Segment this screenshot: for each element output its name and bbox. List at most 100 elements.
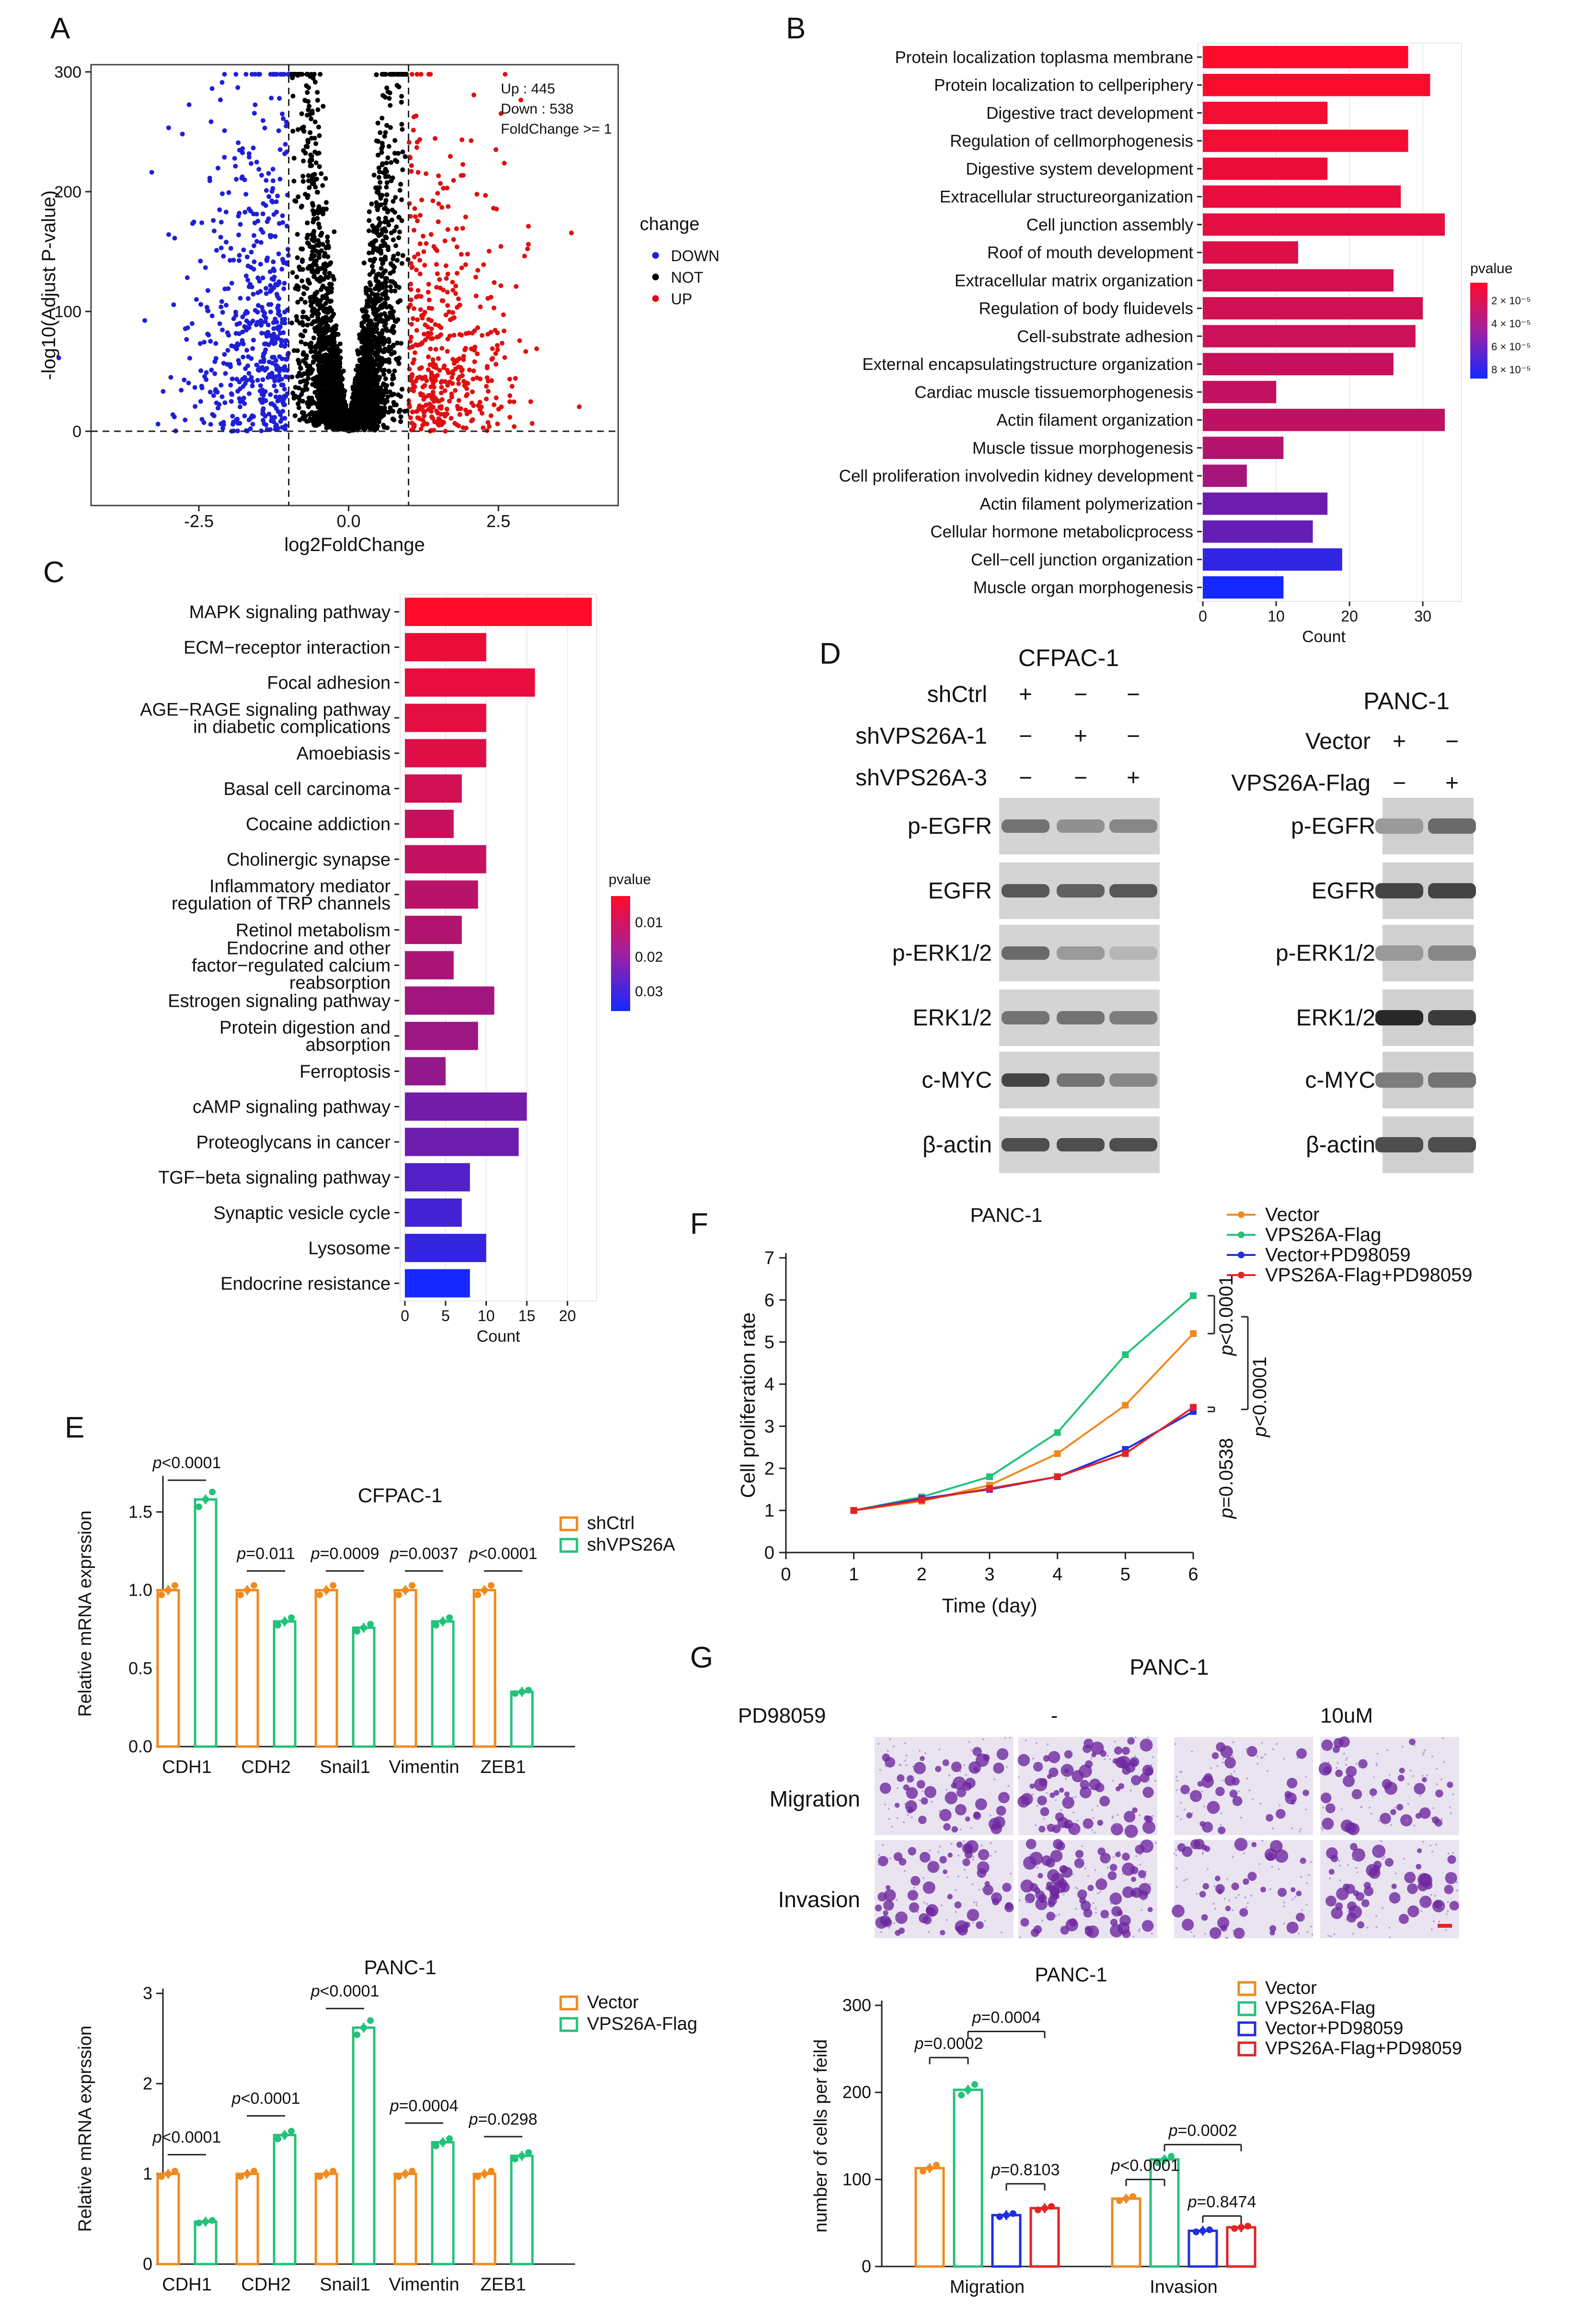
volcano-point — [312, 80, 318, 85]
volcano-point — [399, 100, 404, 105]
volcano-point — [304, 419, 310, 424]
volcano-point — [292, 198, 298, 203]
volcano-point — [315, 98, 320, 103]
volcano-point — [396, 361, 402, 366]
volcano-point — [397, 408, 403, 413]
volcano-point — [329, 289, 334, 294]
volcano-point — [366, 348, 371, 354]
volcano-point — [376, 216, 381, 221]
volcano-point — [300, 314, 305, 320]
volcano-point — [329, 282, 334, 287]
volcano-point — [299, 339, 304, 345]
volcano-point — [383, 234, 388, 240]
volcano-point — [321, 365, 326, 370]
volcano-point — [297, 265, 302, 270]
volcano-point — [386, 144, 392, 149]
volcano-point — [384, 180, 390, 185]
volcano-point — [367, 218, 372, 223]
volcano-point — [408, 334, 414, 340]
volcano-point — [400, 253, 405, 258]
volcano-point — [389, 160, 393, 165]
volcano-point — [371, 259, 376, 264]
volcano-point — [323, 294, 328, 299]
volcano-point — [366, 250, 371, 255]
volcano-point — [391, 256, 396, 262]
volcano-point — [312, 326, 317, 331]
volcano-point — [388, 310, 393, 315]
volcano-point — [295, 127, 300, 132]
volcano-point — [389, 305, 394, 311]
volcano-point — [290, 93, 296, 99]
volcano-point — [374, 72, 379, 77]
volcano-point — [393, 195, 398, 200]
volcano-point — [300, 399, 305, 404]
volcano-point — [391, 323, 396, 329]
volcano-point — [337, 341, 343, 346]
volcano-point — [327, 299, 333, 304]
volcano-point — [382, 292, 388, 298]
volcano-point — [300, 246, 305, 252]
volcano-point — [313, 141, 318, 146]
volcano-point — [299, 297, 304, 302]
volcano-point — [316, 397, 322, 403]
volcano-point — [315, 302, 320, 307]
volcano-point — [306, 178, 311, 184]
volcano-point — [374, 225, 380, 230]
volcano-point — [394, 72, 400, 77]
volcano-point — [395, 340, 400, 345]
volcano-point — [308, 256, 313, 262]
volcano-point — [311, 72, 317, 77]
volcano-point — [308, 130, 313, 135]
volcano-point — [380, 261, 385, 266]
volcano-point — [380, 238, 385, 243]
volcano-point — [389, 230, 394, 235]
volcano-point — [316, 204, 322, 209]
volcano-point — [314, 276, 320, 282]
volcano-point — [315, 90, 320, 95]
volcano-point — [399, 341, 403, 346]
volcano-point — [397, 188, 403, 193]
volcano-point — [394, 224, 399, 230]
volcano-point — [388, 328, 393, 334]
volcano-point — [297, 394, 302, 400]
volcano-point — [362, 377, 367, 382]
volcano-point — [395, 251, 401, 256]
volcano-point — [307, 104, 311, 109]
volcano-point — [330, 314, 335, 319]
volcano-point — [305, 90, 310, 95]
volcano-point — [384, 123, 390, 128]
volcano-point — [296, 405, 301, 410]
volcano-point — [409, 72, 415, 77]
volcano-point — [319, 171, 324, 176]
volcano-point — [380, 349, 386, 355]
panel-label-d: D — [819, 637, 841, 670]
volcano-point — [307, 363, 312, 368]
volcano-point — [386, 247, 391, 253]
volcano-point — [369, 264, 375, 269]
volcano-point — [367, 209, 372, 214]
volcano-point — [365, 384, 370, 390]
volcano-point — [300, 259, 305, 264]
volcano-point — [311, 376, 316, 381]
volcano-point — [304, 387, 310, 392]
volcano-point — [313, 160, 319, 165]
volcano-point — [299, 111, 304, 116]
volcano-point — [306, 85, 311, 90]
volcano-point — [315, 318, 321, 322]
volcano-point — [320, 283, 325, 288]
volcano-point — [378, 363, 383, 368]
volcano-point — [313, 184, 318, 190]
volcano-point — [323, 176, 328, 181]
volcano-point — [311, 203, 316, 208]
volcano-point — [368, 282, 373, 288]
volcano-point — [313, 345, 319, 351]
volcano-point — [382, 425, 387, 430]
volcano-point — [312, 150, 318, 155]
volcano-point — [391, 199, 396, 204]
volcano-point — [323, 301, 328, 306]
panel-label-b: B — [786, 12, 806, 45]
volcano-point — [374, 369, 379, 375]
volcano-point — [378, 415, 383, 420]
volcano-point — [380, 162, 385, 167]
volcano-point — [376, 175, 381, 180]
